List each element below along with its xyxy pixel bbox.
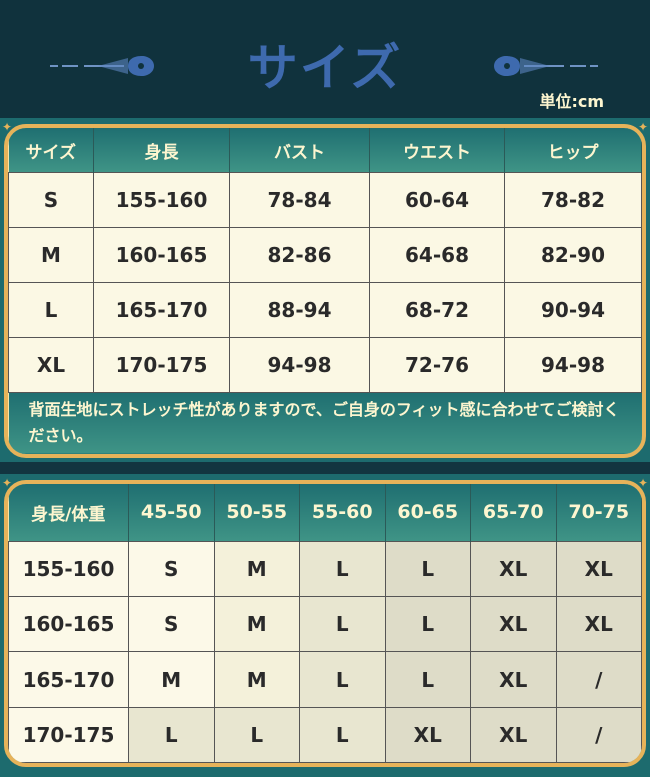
table-cell: 165-170 xyxy=(93,282,230,339)
table-cell: L xyxy=(299,706,386,763)
table-cell: L xyxy=(128,706,215,763)
unit-label: 単位:cm xyxy=(539,92,604,111)
column-header: 50-55 xyxy=(214,484,300,542)
table-cell: XL xyxy=(384,706,471,763)
divider xyxy=(0,462,650,474)
column-header: サイズ xyxy=(8,128,94,173)
column-header: 60-65 xyxy=(385,484,471,542)
table-cell: 160-165 xyxy=(8,596,129,653)
table-cell: XL xyxy=(470,651,557,708)
table-cell: 82-90 xyxy=(504,227,642,284)
column-header: 70-75 xyxy=(556,484,642,542)
table-cell: M xyxy=(128,651,215,708)
column-header: バスト xyxy=(229,128,370,173)
table-cell: S xyxy=(128,596,215,653)
table-row: 170-175 L L L XL XL / xyxy=(8,706,642,763)
table-row: 160-165 S M L L XL XL xyxy=(8,596,642,653)
column-header: 身長/体重 xyxy=(8,484,129,542)
column-header: 65-70 xyxy=(470,484,557,542)
table-cell: 155-160 xyxy=(93,172,230,229)
table-cell: 88-94 xyxy=(229,282,370,339)
table-cell: XL xyxy=(555,596,642,653)
table-cell: L xyxy=(384,540,471,598)
weight-panel: ✦ ✦ 身長/体重 45-50 50-55 55-60 60-65 65-70 70-75 … xyxy=(0,474,650,777)
table-cell: L xyxy=(8,282,94,339)
table-row: M 160-165 82-86 64-68 82-90 xyxy=(8,227,642,284)
table-cell: 170-175 xyxy=(8,706,129,763)
table-row: XL 170-175 94-98 72-76 94-98 xyxy=(8,337,642,393)
table-cell: S xyxy=(128,540,215,598)
table-cell: 72-76 xyxy=(369,337,505,393)
size-table: サイズ 身長 バスト ウエスト ヒップ S 155-160 78-84 60-64 78… xyxy=(8,128,642,454)
table-cell: L xyxy=(299,651,386,708)
weight-table-frame: 身長/体重 45-50 50-55 55-60 60-65 65-70 70-75 155-… xyxy=(4,480,646,767)
table-cell: 165-170 xyxy=(8,651,129,708)
table-cell: 60-64 xyxy=(369,172,505,229)
star-icon: ✦ xyxy=(2,476,13,490)
table-cell: L xyxy=(384,596,471,653)
ornament-right-icon xyxy=(494,56,598,76)
table-cell: XL xyxy=(470,540,557,598)
table-cell: XL xyxy=(555,540,642,598)
star-icon: ✦ xyxy=(2,120,13,134)
page-title: サイズ xyxy=(247,39,403,97)
table-row: 165-170 M M L L XL / xyxy=(8,651,642,708)
table-cell: 170-175 xyxy=(93,337,230,393)
star-icon: ✦ xyxy=(637,120,648,134)
size-panel: ✦ ✦ サイズ 身長 バスト ウエスト ヒップ S 155-160 78-84 60-… xyxy=(0,118,650,462)
table-cell: XL xyxy=(8,337,94,393)
table-cell: 94-98 xyxy=(229,337,370,393)
table-cell: M xyxy=(213,540,300,598)
table-cell: XL xyxy=(470,596,557,653)
table-cell: 94-98 xyxy=(504,337,642,393)
table-cell: L xyxy=(299,540,386,598)
table-cell: / xyxy=(555,706,642,763)
table-cell: 64-68 xyxy=(369,227,505,284)
header-band: サイズ 単位:cm xyxy=(0,0,650,118)
ornament-left-icon xyxy=(50,56,154,76)
table-cell: M xyxy=(213,596,300,653)
table-cell: L xyxy=(299,596,386,653)
weight-table: 身長/体重 45-50 50-55 55-60 60-65 65-70 70-75 155-… xyxy=(8,484,642,763)
table-row: S 155-160 78-84 60-64 78-82 xyxy=(8,172,642,229)
table-cell: 160-165 xyxy=(93,227,230,284)
table-header-row: 身長/体重 45-50 50-55 55-60 60-65 65-70 70-75 xyxy=(8,484,642,542)
column-header: 45-50 xyxy=(128,484,215,542)
table-cell: 78-84 xyxy=(229,172,370,229)
table-cell: 90-94 xyxy=(504,282,642,339)
table-cell: M xyxy=(213,651,300,708)
star-icon: ✦ xyxy=(637,476,648,490)
table-row: L 165-170 88-94 68-72 90-94 xyxy=(8,282,642,339)
table-row: 155-160 S M L L XL XL xyxy=(8,540,642,598)
table-cell: XL xyxy=(470,706,557,763)
table-cell: / xyxy=(555,651,642,708)
table-cell: L xyxy=(213,706,300,763)
column-header: ヒップ xyxy=(504,128,642,173)
table-cell: L xyxy=(384,651,471,708)
table-cell: 82-86 xyxy=(229,227,370,284)
table-cell: M xyxy=(8,227,94,284)
table-cell: S xyxy=(8,172,94,229)
column-header: 身長 xyxy=(93,128,230,173)
column-header: 55-60 xyxy=(299,484,386,542)
table-cell: 155-160 xyxy=(8,540,129,598)
table-cell: 68-72 xyxy=(369,282,505,339)
size-table-frame: サイズ 身長 バスト ウエスト ヒップ S 155-160 78-84 60-64 78… xyxy=(4,124,646,458)
fit-note: 背面生地にストレッチ性がありますので、ご自身のフィット感に合わせてご検討ください… xyxy=(8,392,642,454)
table-header-row: サイズ 身長 バスト ウエスト ヒップ xyxy=(8,128,642,173)
column-header: ウエスト xyxy=(369,128,505,173)
table-cell: 78-82 xyxy=(504,172,642,229)
